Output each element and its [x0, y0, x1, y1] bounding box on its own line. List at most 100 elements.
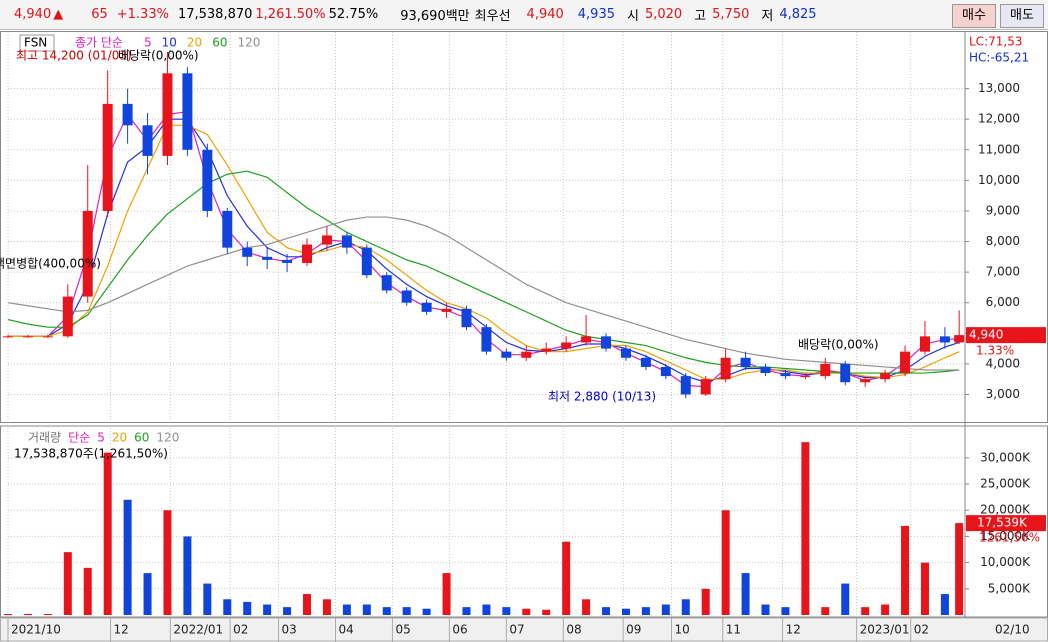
legend-entry: 거래량 [28, 431, 61, 445]
x-tick-label: 12 [114, 623, 129, 637]
candle-body [361, 247, 372, 276]
change-pct: +1.33% [116, 7, 169, 22]
candle-body [680, 376, 691, 395]
y-tick-label: 10,000K [980, 555, 1031, 569]
volume-bar [602, 607, 611, 615]
volume-bar [781, 607, 790, 615]
legend-entry: 20 [112, 431, 127, 445]
indicator: LC:71,53 [969, 35, 1022, 49]
moving-average [7, 170, 960, 374]
volume-bar [43, 613, 52, 615]
x-tick-label: 07 [509, 623, 524, 637]
volume-bar [23, 613, 32, 615]
legend-entry: 20 [187, 36, 202, 50]
candle-body [939, 336, 950, 343]
volume-bar [721, 510, 730, 615]
legend-prefix: 종가 단순 [75, 36, 123, 50]
chart: 2021/10 12 2022/01 02 03 04 05 06 07 08 09 10 11 12 20… [0, 31, 1048, 642]
y-tick-label: 8,000 [986, 234, 1020, 248]
open: 5,020 [644, 7, 683, 22]
volume-bar [183, 536, 192, 615]
volume: 17,538,870 [177, 7, 253, 22]
candle-body [102, 103, 113, 211]
legend-entry: 60 [134, 431, 149, 445]
sell-button[interactable]: 매도 [1000, 4, 1044, 28]
candle-body [800, 376, 811, 378]
annotation: 배당락(0,00%) [118, 49, 199, 63]
candle-body [381, 275, 392, 291]
volume-bar [243, 601, 252, 615]
candle-body [919, 336, 930, 352]
y-tick-label: 15,000K [980, 529, 1031, 543]
candle-body [122, 103, 133, 126]
candle-body [740, 357, 751, 367]
candle-body [22, 336, 33, 338]
volume-ratio: 1,261.50% [255, 7, 326, 22]
candle-body [660, 366, 671, 377]
candle-body [42, 336, 53, 338]
volume-bar [123, 499, 132, 615]
volume-bar [681, 599, 690, 615]
volume-bar [342, 604, 351, 615]
last-change: 1.33% [976, 344, 1014, 358]
volume-bar [4, 613, 12, 615]
candle-body [441, 308, 452, 312]
candle-body [401, 290, 412, 303]
y-tick-label: 20,000K [980, 503, 1031, 517]
last-price-box [966, 327, 1046, 344]
candle-body [302, 244, 313, 263]
candle-body [421, 302, 432, 312]
volume-bar [621, 608, 630, 615]
x-tick-label: 03 [282, 623, 297, 637]
volume-bar [283, 607, 292, 615]
volume-bar [542, 609, 551, 615]
volume-bar [103, 452, 112, 615]
candle-body [222, 210, 233, 248]
x-tick-label: 05 [395, 623, 410, 637]
candle-body [521, 351, 532, 358]
volume-bar [63, 552, 72, 615]
volume-bar [143, 573, 152, 615]
legend-entry: 120 [156, 431, 179, 445]
volume-info: 17,538,870주(1,261,50%) [14, 447, 168, 461]
annotation: 액면병합(400,00%) [0, 257, 101, 271]
high: 5,750 [712, 7, 750, 22]
volume-bar [920, 562, 929, 615]
x-tick-label: 02 [233, 623, 248, 637]
last-date: 02/10 [995, 623, 1030, 637]
x-tick-label: 06 [452, 623, 467, 637]
arrow: ▲ [53, 7, 64, 22]
volume-bar [940, 594, 949, 615]
volume-bar [861, 607, 870, 615]
best-label: 최우선 [474, 9, 511, 24]
candle-body [700, 379, 711, 395]
y-tick-label: 11,000 [978, 142, 1020, 156]
volume-bar [402, 607, 411, 615]
moving-average [7, 216, 960, 371]
high-label: 고 [694, 9, 707, 24]
volume-bar [502, 607, 511, 615]
x-tick-label: 2023/01 [860, 623, 910, 637]
candle-body [860, 379, 871, 383]
y-tick-label: 6,000 [986, 295, 1020, 309]
x-tick-label: 2022/01 [173, 623, 223, 637]
buy-button[interactable]: 매수 [952, 4, 996, 28]
last-volume-box [966, 515, 1046, 532]
legend-entry: 10 [162, 36, 177, 50]
legend-entry: 단순 [68, 431, 90, 445]
x-tick-label: 08 [566, 623, 581, 637]
candle-body [262, 256, 273, 260]
candle-body [202, 149, 213, 211]
volume-bar [482, 604, 491, 615]
ratio: 52.75% [328, 7, 379, 22]
volume-bar [223, 599, 232, 615]
x-tick-label: 10 [675, 623, 690, 637]
y-tick-label: 30,000K [980, 450, 1031, 464]
price: 4,940 ▲ [14, 7, 72, 22]
candle-body [242, 247, 253, 257]
x-tick-label: 09 [626, 623, 641, 637]
volume-bar [641, 607, 650, 615]
candle-body [760, 366, 771, 374]
candle-body [820, 363, 831, 377]
y-tick-label: 7,000 [986, 265, 1020, 279]
